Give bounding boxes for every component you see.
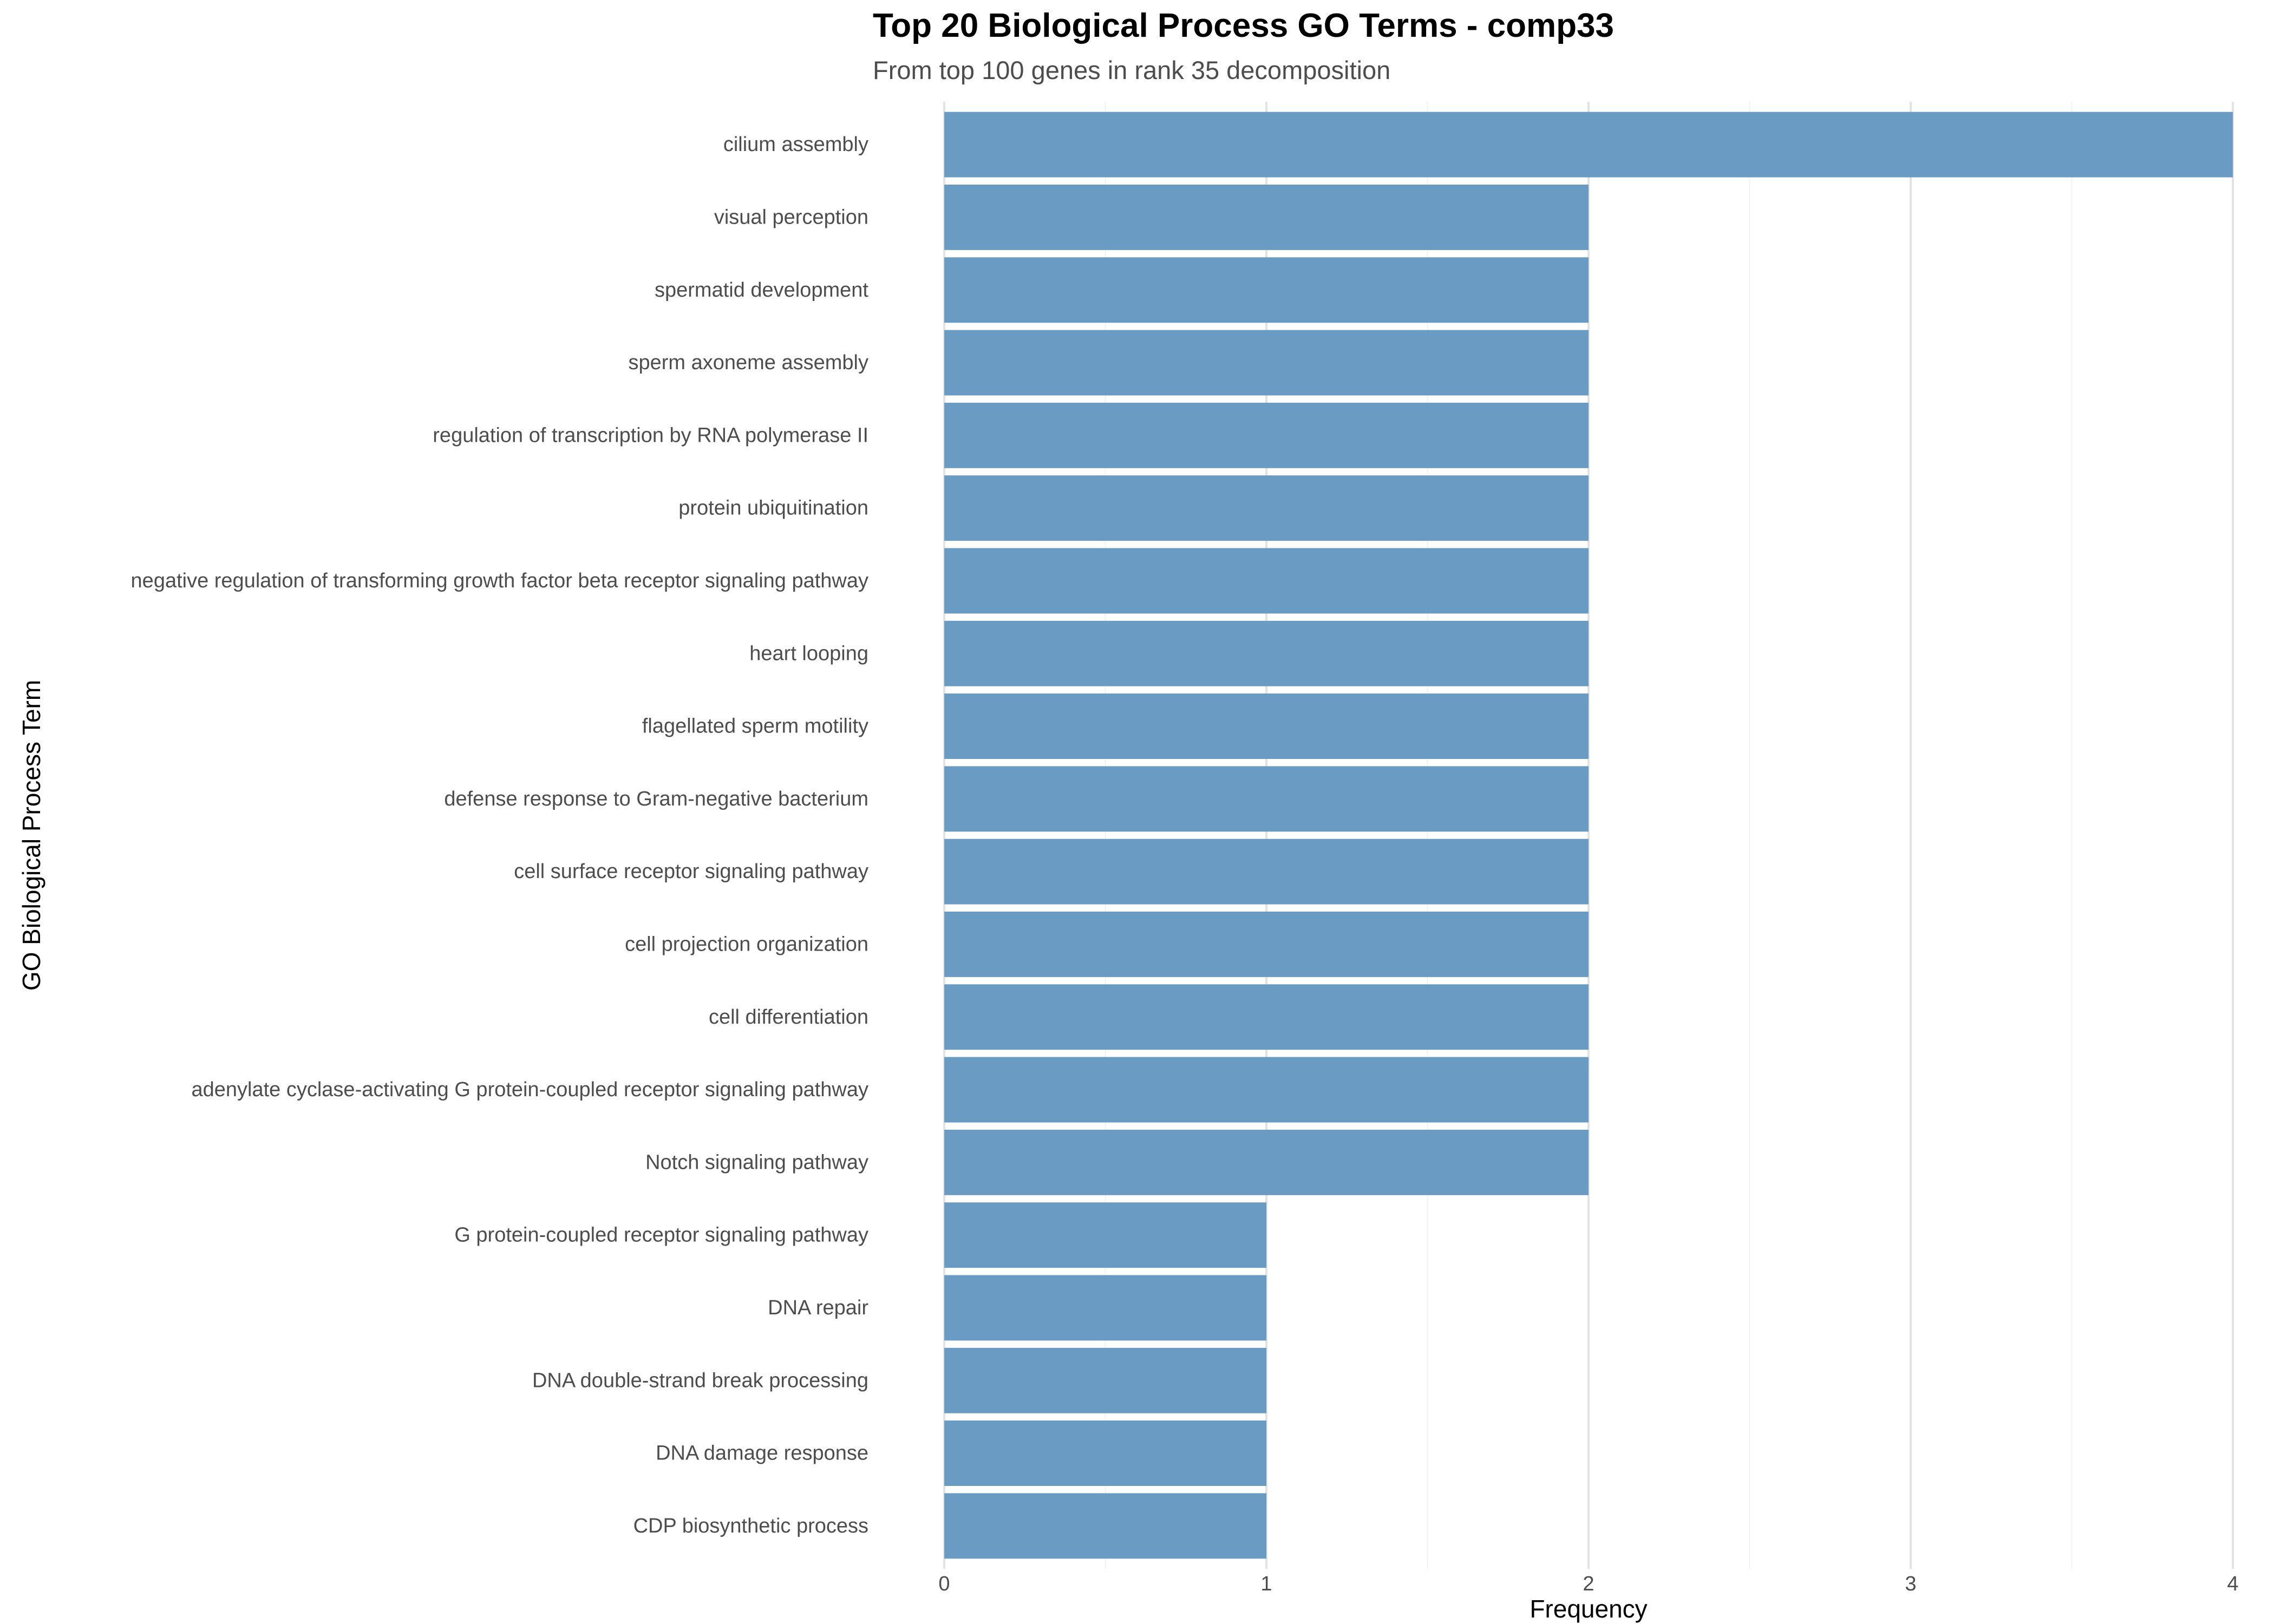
category-label: G protein-coupled receptor signaling pat…: [454, 1224, 868, 1247]
bar: [944, 1347, 1266, 1413]
bar-layer: [944, 112, 2233, 1559]
bar: [944, 1275, 1266, 1341]
bar: [944, 839, 1589, 905]
category-label: spermatid development: [655, 279, 868, 302]
chart-subtitle: From top 100 genes in rank 35 decomposit…: [873, 56, 1391, 84]
category-label: flagellated sperm motility: [642, 715, 868, 738]
x-axis-title: Frequency: [1530, 1595, 1647, 1623]
bar: [944, 257, 1589, 323]
bar: [944, 112, 2233, 178]
x-tick-label: 1: [1260, 1573, 1272, 1595]
category-label: negative regulation of transforming grow…: [131, 569, 868, 592]
category-label: cell differentiation: [709, 1006, 868, 1029]
bar: [944, 330, 1589, 396]
x-tick-label: 4: [2227, 1573, 2238, 1595]
x-tick-label: 3: [1905, 1573, 1916, 1595]
bar: [944, 185, 1589, 250]
bar: [944, 912, 1589, 977]
category-label: defense response to Gram-negative bacter…: [444, 788, 868, 810]
y-axis-title: GO Biological Process Term: [17, 680, 45, 991]
bar: [944, 766, 1589, 832]
bar: [944, 620, 1589, 686]
category-label: heart looping: [749, 642, 868, 665]
bar: [944, 1202, 1266, 1268]
category-label: DNA double-strand break processing: [532, 1369, 868, 1392]
x-tick-labels: 0 1 2 3 4: [938, 1573, 2238, 1595]
category-label: adenylate cyclase-activating G protein-c…: [192, 1078, 869, 1101]
bar: [944, 693, 1589, 759]
category-label: cell projection organization: [625, 933, 868, 955]
category-label: regulation of transcription by RNA polym…: [433, 424, 868, 447]
category-label: cell surface receptor signaling pathway: [514, 860, 868, 883]
bar: [944, 984, 1589, 1050]
category-label: protein ubiquitination: [678, 497, 868, 520]
x-tick-label: 0: [938, 1573, 950, 1595]
chart-title: Top 20 Biological Process GO Terms - com…: [873, 7, 1614, 44]
bar: [944, 402, 1589, 468]
category-label: Notch signaling pathway: [645, 1151, 868, 1174]
bar: [944, 475, 1589, 541]
category-labels: cilium assembly visual perception spermati…: [131, 133, 869, 1537]
category-label: DNA damage response: [656, 1442, 868, 1465]
category-label: sperm axoneme assembly: [628, 351, 868, 374]
category-label: cilium assembly: [723, 133, 868, 156]
bar: [944, 548, 1589, 614]
bar: [944, 1420, 1266, 1486]
bar: [944, 1493, 1266, 1559]
category-label: DNA repair: [768, 1296, 868, 1319]
bar: [944, 1129, 1589, 1195]
x-tick-label: 2: [1583, 1573, 1594, 1595]
category-label: visual perception: [714, 206, 868, 228]
bar: [944, 1057, 1589, 1123]
category-label: CDP biosynthetic process: [633, 1515, 868, 1537]
